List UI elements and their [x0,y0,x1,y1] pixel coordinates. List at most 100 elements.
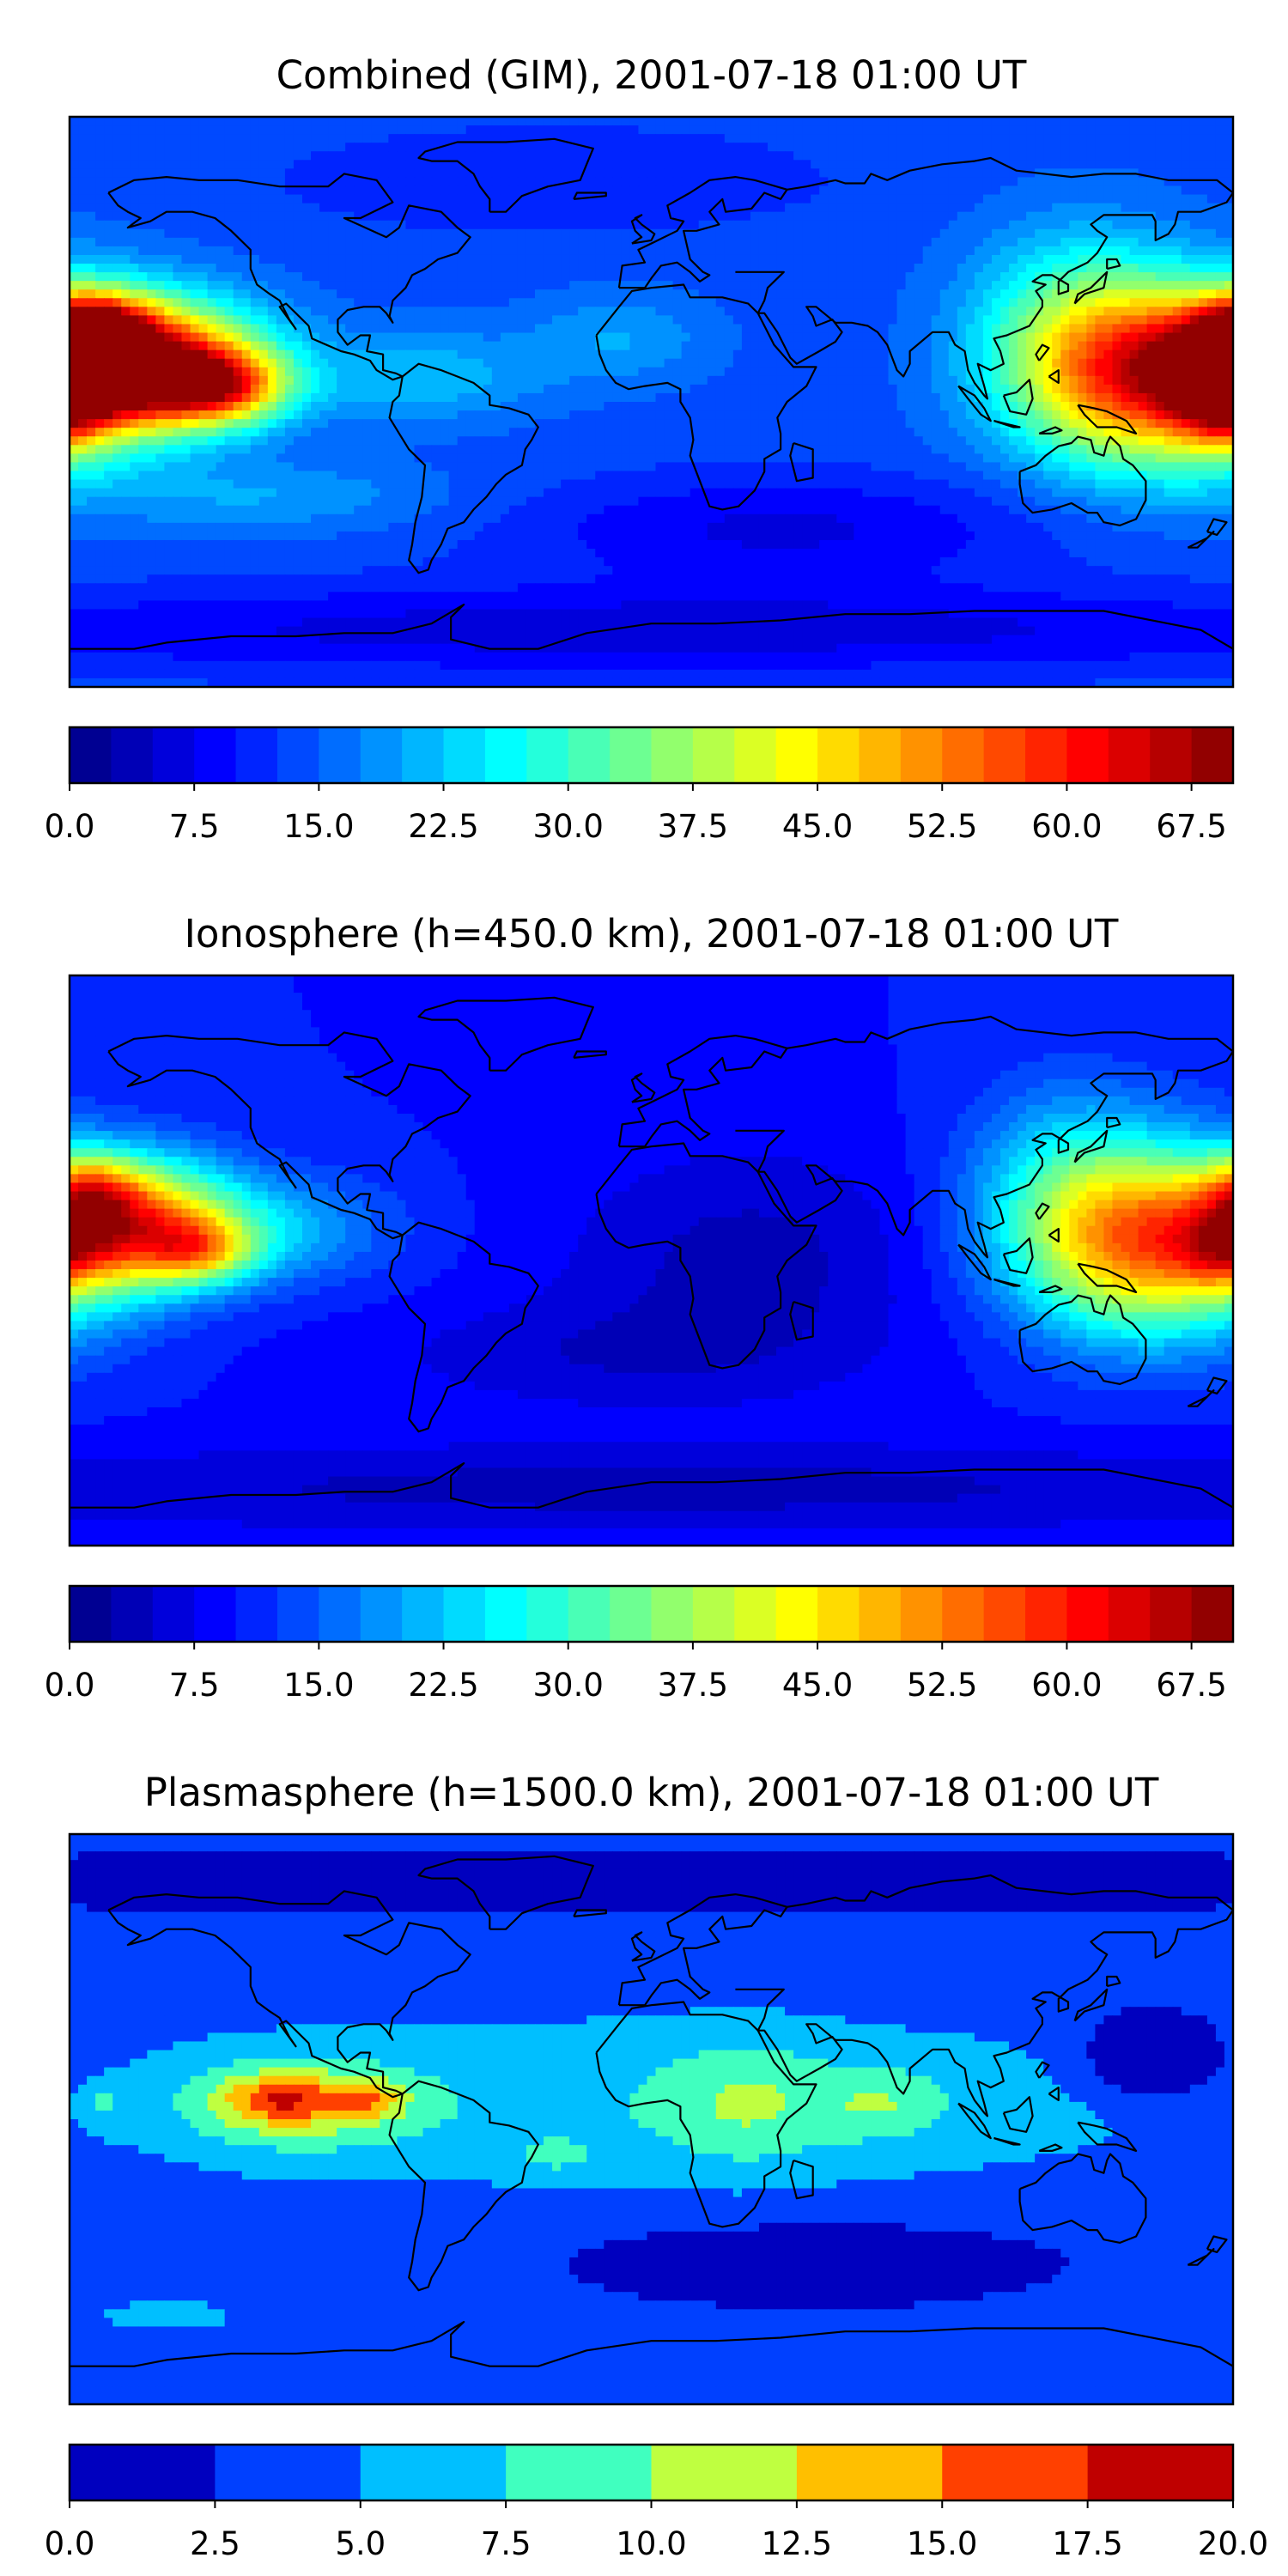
colorbar-tick-label: 52.5 [907,1667,977,1704]
colorbar-segment [276,1586,319,1642]
panel-title: Combined (GIM), 2001-07-18 01:00 UT [276,52,1027,98]
colorbar-tick-label: 37.5 [658,1667,728,1704]
colorbar-segment [610,1586,652,1642]
colorbar-segment [526,1586,569,1642]
colorbar-segment [111,1586,154,1642]
tec-map [70,117,1233,687]
colorbar-segment [651,1586,694,1642]
colorbar-segment [859,1586,902,1642]
colorbar: 0.0 2.5 5.0 7.5 10.0 12.5 15.0 17.5 20.0 [45,2443,1268,2562]
colorbar-segment [1066,1586,1109,1642]
colorbar-segment [194,1586,237,1642]
colorbar-segment [942,1586,985,1642]
colorbar-segment [1191,1586,1234,1642]
panel-title: Plasmasphere (h=1500.0 km), 2001-07-18 0… [144,1770,1159,1815]
colorbar-segment [360,727,403,783]
tec-map [70,975,1233,1546]
colorbar-segment [235,727,278,783]
colorbar-segment [443,1586,486,1642]
colorbar-segment [111,727,154,783]
colorbar-tick-label: 22.5 [408,1667,478,1704]
colorbar-tick-label: 7.5 [169,808,220,845]
colorbar-tick-label: 52.5 [907,808,977,845]
colorbar-segment [70,727,112,783]
colorbar-segment [734,1586,777,1642]
colorbar-segment [568,1586,611,1642]
colorbar-segment [942,2445,1089,2500]
colorbar-segment [1025,727,1067,783]
coastlines [70,996,1233,1509]
colorbar-tick-label: 2.5 [190,2525,240,2562]
colorbar-tick-label: 15.0 [907,2525,977,2562]
colorbar-segment [817,1586,860,1642]
colorbar-segment [360,2445,507,2500]
colorbar: 0.0 7.5 15.0 22.5 30.0 37.5 45.0 52.5 60.0 67.5 [45,726,1235,845]
colorbar-segment [692,727,735,783]
map-frame [68,1832,1235,2406]
colorbar-segment [1108,727,1151,783]
colorbar-segment [276,727,319,783]
panel-2: Ionosphere (h=450.0 km), 2001-07-18 01:0… [45,911,1235,1704]
colorbar-segment [194,727,237,783]
colorbar-tick-label: 15.0 [283,1667,354,1704]
colorbar-segment [402,1586,445,1642]
colorbar: 0.0 7.5 15.0 22.5 30.0 37.5 45.0 52.5 60.0 67.5 [45,1584,1235,1704]
colorbar-segment [859,727,902,783]
colorbar-segment [152,1586,195,1642]
colorbar-tick-label: 10.0 [616,2525,686,2562]
colorbar-segment [651,727,694,783]
colorbar-segment [817,727,860,783]
colorbar-segment [983,727,1026,783]
colorbar-segment [651,2445,798,2500]
colorbar-segment [526,727,569,783]
colorbar-segment [775,727,818,783]
colorbar-segment [215,2445,361,2500]
colorbar-segment [443,727,486,783]
colorbar-tick-label: 12.5 [762,2525,832,2562]
coastlines [70,1855,1233,2367]
colorbar-segment [484,727,527,783]
colorbar-tick-label: 0.0 [45,1667,95,1704]
coastlines [70,137,1233,650]
colorbar-tick-label: 30.0 [533,808,604,845]
colorbar-segment [506,2445,653,2500]
colorbar-tick-label: 60.0 [1031,808,1102,845]
colorbar-segment [70,1586,112,1642]
colorbar-segment [1087,2445,1234,2500]
colorbar-segment [1066,727,1109,783]
colorbar-segment [900,1586,943,1642]
colorbar-tick-label: 7.5 [169,1667,220,1704]
colorbar-tick-label: 60.0 [1031,1667,1102,1704]
colorbar-segment [402,727,445,783]
colorbar-tick-label: 45.0 [782,1667,853,1704]
colorbar-tick-label: 0.0 [45,808,95,845]
colorbar-segment [484,1586,527,1642]
map-frame [68,974,1235,1547]
colorbar-tick-label: 22.5 [408,808,478,845]
colorbar-segment [1191,727,1234,783]
colorbar-segment [692,1586,735,1642]
colorbar-tick-label: 45.0 [782,808,853,845]
colorbar-tick-label: 17.5 [1052,2525,1122,2562]
colorbar-segment [796,2445,943,2500]
colorbar-tick-label: 67.5 [1156,1667,1226,1704]
colorbar-tick-label: 0.0 [45,2525,95,2562]
tec-map [70,1834,1233,2404]
colorbar-segment [900,727,943,783]
colorbar-tick-label: 7.5 [481,2525,532,2562]
colorbar-segment [734,727,777,783]
colorbar-segment [1150,727,1193,783]
panel-3: Plasmasphere (h=1500.0 km), 2001-07-18 0… [45,1770,1269,2562]
colorbar-tick-label: 15.0 [283,808,354,845]
colorbar-segment [568,727,611,783]
panel-1: Combined (GIM), 2001-07-18 01:00 UT 0.0 7.… [45,52,1235,845]
colorbar-tick-label: 5.0 [335,2525,386,2562]
panel-title: Ionosphere (h=450.0 km), 2001-07-18 01:0… [185,911,1119,957]
colorbar-segment [235,1586,278,1642]
colorbar-segment [152,727,195,783]
colorbar-segment [775,1586,818,1642]
colorbar-segment [70,2445,216,2500]
colorbar-segment [319,1586,361,1642]
colorbar-segment [942,727,985,783]
